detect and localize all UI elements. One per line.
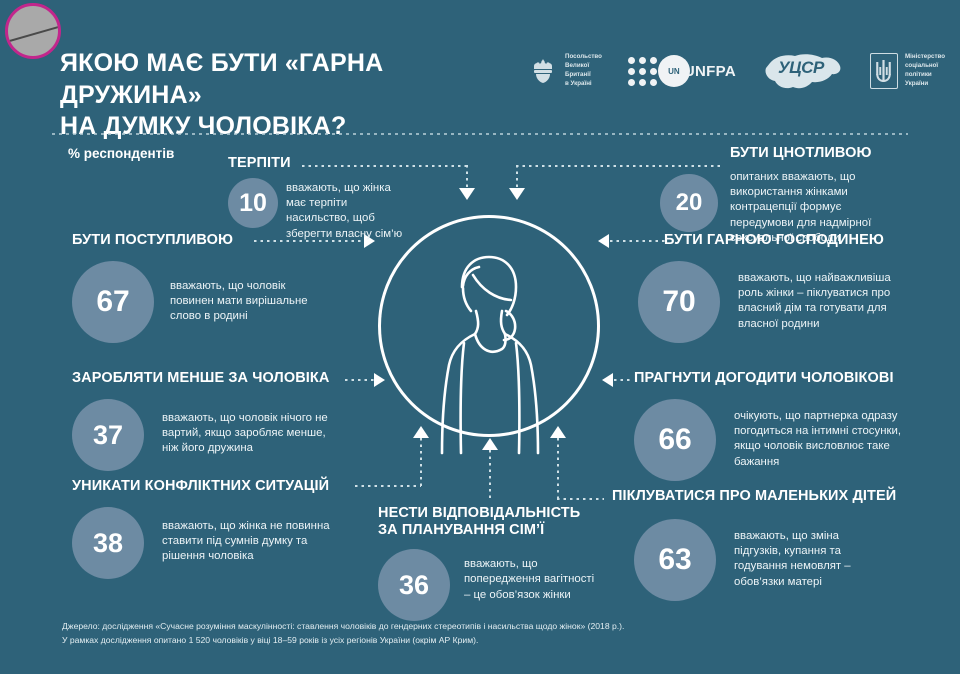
stat-label-dity: ПІКЛУВАТИСЯ ПРО МАЛЕНЬКИХ ДІТЕЙ	[612, 488, 897, 504]
stat-block-unykaty: УНИКАТИ КОНФЛІКТНИХ СИТУАЦІЙ 38 вважають…	[72, 478, 372, 580]
ucsr-logo: УЦСР	[762, 49, 844, 93]
stat-block-tsnotlyva: БУТИ ЦНОТЛИВОЮ 20 опитаних вважають, що …	[646, 145, 946, 246]
page-title: ЯКОЮ МАЄ БУТИ «ГАРНА ДРУЖИНА» НА ДУМКУ Ч…	[60, 48, 530, 143]
stat-value-dohodyty: 66	[634, 399, 716, 482]
slash-line-icon	[8, 20, 58, 44]
connector-unykaty-h	[355, 485, 421, 487]
stat-desc-tsnotlyva: опитаних вважають, що використання жінка…	[730, 171, 872, 244]
stat-label-hospodynia: БУТИ ГАРНОЮ ГОСПОДИНЕЮ	[664, 232, 884, 248]
connector-vidpovidalnist-v	[489, 450, 491, 502]
ministry-caption: Міністерство соціальної політики України	[904, 53, 945, 87]
connector-tsnotlyva-arrow	[509, 188, 525, 200]
stat-desc-terpity: вважають, що жінка має терпіти насильств…	[286, 182, 403, 240]
legend-percent-respondents: % респондентів	[68, 146, 175, 161]
stat-desc-vidpovidalnist: вважають, що попередження вагітності – ц…	[464, 558, 595, 601]
connector-dity-arrow	[550, 426, 566, 438]
stat-label-zarobliaty: ЗАРОБЛЯТИ МЕНШЕ ЗА ЧОЛОВІКА	[72, 370, 330, 386]
source-footnote-line-1: Джерело: дослідження «Сучасне розуміння …	[62, 621, 625, 631]
stat-block-terpity: ТЕРПІТИ 10 вважають, що жінка має терпіт…	[228, 155, 408, 242]
stat-label-postuplyva: БУТИ ПОСТУПЛИВОЮ	[72, 232, 234, 248]
stat-block-hospodynia: БУТИ ГАРНОЮ ГОСПОДИНЕЮ 70 вважають, що н…	[638, 232, 960, 344]
stat-label-tsnotlyva: БУТИ ЦНОТЛИВОЮ	[730, 145, 872, 161]
source-footnote: Джерело: дослідження «Сучасне розуміння …	[62, 620, 702, 648]
tryzub-icon	[869, 53, 898, 89]
connector-unykaty-arrow	[413, 426, 429, 438]
stat-label-vidpovidalnist-line-1: НЕСТИ ВІДПОВІДАЛЬНІСТЬ	[378, 505, 581, 521]
stat-desc-dity: вважають, що зміна підгузків, купання та…	[734, 530, 851, 588]
ministry-logo: Міністерство соціальної політики України	[869, 53, 948, 89]
connector-zarobliaty-arrow	[374, 373, 385, 387]
un-globe-icon: UN	[657, 55, 690, 87]
stat-label-terpity: ТЕРПІТИ	[228, 155, 291, 171]
unfpa-dots-icon	[627, 56, 657, 86]
connector-zarobliaty-h	[345, 379, 375, 381]
stat-value-postuplyva: 67	[72, 261, 154, 344]
stat-value-zarobliaty: 37	[72, 399, 144, 472]
connector-terpity-arrow	[459, 188, 475, 200]
page-title-line-1: ЯКОЮ МАЄ БУТИ «ГАРНА ДРУЖИНА»	[60, 49, 384, 109]
connector-hospodynia-arrow	[598, 234, 609, 248]
stat-label-vidpovidalnist-line-2: ЗА ПЛАНУВАННЯ СІМ’Ї	[378, 522, 545, 539]
stat-value-unykaty: 38	[72, 507, 144, 580]
connector-dity-h	[557, 498, 604, 500]
connector-dity-v	[557, 438, 559, 499]
stat-value-vidpovidalnist: 36	[378, 549, 450, 622]
connector-tsnotlyva-h	[516, 165, 721, 167]
woman-silhouette-icon	[378, 215, 600, 455]
stat-desc-hospodynia: вважають, що найважливіша роль жінки – п…	[738, 272, 891, 330]
connector-postuplyva-h	[254, 240, 365, 242]
stat-label-vidpovidalnist: НЕСТИ ВІДПОВІДАЛЬНІСТЬ ЗА ПЛАНУВАННЯ СІМ…	[378, 505, 608, 539]
uk-embassy-caption: Посольство Великої Британії в Україні	[565, 53, 602, 87]
stat-value-terpity: 10	[228, 178, 278, 229]
connector-vidpovidalnist-arrow	[482, 438, 498, 450]
ucsr-wordmark: УЦСР	[777, 58, 824, 77]
center-ring	[378, 215, 600, 437]
connector-terpity-v	[466, 165, 468, 189]
stat-block-dohodyty: ПРАГНУТИ ДОГОДИТИ ЧОЛОВІКОВІ 66 очікують…	[634, 370, 954, 482]
stat-block-dity: ПІКЛУВАТИСЯ ПРО МАЛЕНЬКИХ ДІТЕЙ 63 вважа…	[612, 488, 952, 602]
uk-embassy-logo: Посольство Великої Британії в Україні	[528, 53, 602, 88]
stat-label-dohodyty: ПРАГНУТИ ДОГОДИТИ ЧОЛОВІКОВІ	[634, 370, 894, 386]
stat-desc-unykaty: вважають, що жінка не повинна ставити пі…	[162, 520, 330, 563]
unfpa-logo: UN UNFPA	[627, 55, 736, 87]
stat-value-dity: 63	[634, 519, 716, 602]
stat-desc-zarobliaty: вважають, що чоловік нічого не вартий, я…	[162, 412, 328, 455]
stat-value-tsnotlyva: 20	[660, 174, 718, 233]
header-divider	[52, 133, 908, 135]
stat-desc-dohodyty: очікують, що партнерка одразу погодиться…	[734, 410, 901, 468]
stat-desc-postuplyva: вважають, що чоловік повинен мати виріша…	[170, 280, 308, 323]
stat-value-hospodynia: 70	[638, 261, 720, 344]
connector-dohodyty-arrow	[602, 373, 613, 387]
connector-unykaty-v	[420, 438, 422, 486]
page-title-line-2: НА ДУМКУ ЧОЛОВІКА?	[60, 112, 347, 140]
connector-hospodynia-h	[610, 240, 665, 242]
connector-terpity-h	[302, 165, 467, 167]
stat-block-vidpovidalnist: НЕСТИ ВІДПОВІДАЛЬНІСТЬ ЗА ПЛАНУВАННЯ СІМ…	[378, 505, 608, 622]
stat-block-zarobliaty: ЗАРОБЛЯТИ МЕНШЕ ЗА ЧОЛОВІКА 37 вважають,…	[72, 370, 372, 472]
ukraine-map-icon: УЦСР	[762, 49, 844, 93]
corner-circle-logo	[5, 3, 61, 59]
royal-crown-icon	[528, 58, 558, 84]
partner-logos: Посольство Великої Британії в Україні UN…	[528, 40, 948, 102]
source-footnote-line-2: У рамках дослідження опитано 1 520 чолов…	[62, 634, 479, 645]
connector-dohodyty-h	[614, 379, 631, 381]
unfpa-wordmark: UNFPA	[683, 62, 736, 80]
stat-block-postuplyva: БУТИ ПОСТУПЛИВОЮ 67 вважають, що чоловік…	[72, 232, 372, 344]
connector-tsnotlyva-v	[516, 165, 518, 189]
stat-label-unykaty: УНИКАТИ КОНФЛІКТНИХ СИТУАЦІЙ	[72, 478, 330, 494]
connector-postuplyva-arrow	[364, 234, 375, 248]
